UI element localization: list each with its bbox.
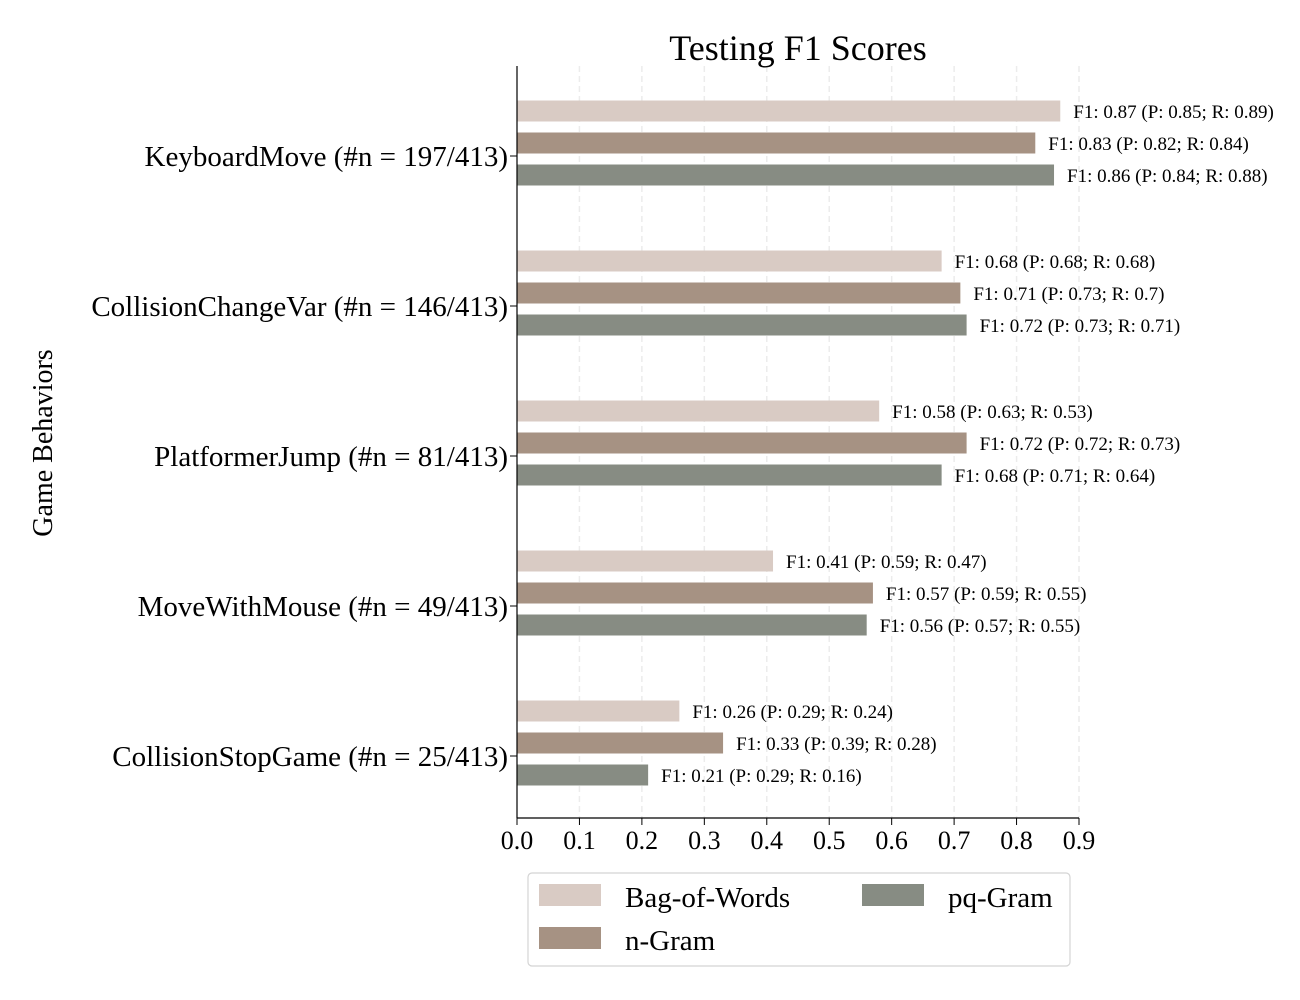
legend-swatch <box>539 884 601 906</box>
y-tick-label: MoveWithMouse (#n = 49/413) <box>138 591 508 623</box>
data-label: F1: 0.87 (P: 0.85; R: 0.89) <box>1073 102 1274 123</box>
x-tick-label: 0.6 <box>875 826 908 855</box>
bar <box>517 582 873 604</box>
y-axis-title: Game Behaviors <box>28 349 59 536</box>
bar <box>517 250 942 272</box>
data-label: F1: 0.58 (P: 0.63; R: 0.53) <box>892 402 1093 423</box>
x-tick-label: 0.4 <box>751 826 784 855</box>
x-tick-label: 0.0 <box>501 826 534 855</box>
data-label: F1: 0.72 (P: 0.72; R: 0.73) <box>980 434 1181 455</box>
legend-label: Bag-of-Words <box>625 882 790 914</box>
x-tick-label: 0.8 <box>1000 826 1033 855</box>
bar <box>517 100 1061 122</box>
data-label: F1: 0.72 (P: 0.73; R: 0.71) <box>980 316 1181 337</box>
grid-lines <box>578 66 1080 818</box>
data-label: F1: 0.26 (P: 0.29; R: 0.24) <box>692 702 893 723</box>
legend-swatch <box>539 927 601 949</box>
legend-label: pq-Gram <box>948 882 1053 914</box>
bar <box>517 764 649 786</box>
legend-swatch <box>862 884 924 906</box>
x-tick-label: 0.3 <box>688 826 721 855</box>
bar <box>517 550 774 572</box>
bar <box>517 464 942 486</box>
data-label: F1: 0.33 (P: 0.39; R: 0.28) <box>736 734 937 755</box>
data-label: F1: 0.83 (P: 0.82; R: 0.84) <box>1048 134 1249 155</box>
data-label: F1: 0.68 (P: 0.68; R: 0.68) <box>955 252 1156 273</box>
data-label: F1: 0.56 (P: 0.57; R: 0.55) <box>880 616 1081 637</box>
bar <box>517 400 880 422</box>
legend-label: n-Gram <box>625 925 716 957</box>
bar <box>517 732 724 754</box>
bar <box>517 614 867 636</box>
bar <box>517 432 967 454</box>
axes: 0.0 0.1 0.2 0.3 0.4 0.5 0.6 0.7 0.8 0.9 KeyboardMo… <box>91 66 1095 855</box>
x-tick-label: 0.2 <box>626 826 659 855</box>
legend-frame <box>527 872 1071 967</box>
bar <box>517 700 680 722</box>
x-tick-label: 0.5 <box>813 826 846 855</box>
bar <box>517 314 967 336</box>
bar <box>517 282 961 304</box>
x-tick-label: 0.1 <box>563 826 596 855</box>
data-label: F1: 0.71 (P: 0.73; R: 0.7) <box>973 284 1164 305</box>
data-label: F1: 0.57 (P: 0.59; R: 0.55) <box>886 584 1087 605</box>
data-label: F1: 0.41 (P: 0.59; R: 0.47) <box>786 552 987 573</box>
bars <box>517 100 1061 786</box>
x-tick-label: 0.7 <box>938 826 971 855</box>
bar <box>517 132 1036 154</box>
bar <box>517 164 1055 186</box>
data-label: F1: 0.86 (P: 0.84; R: 0.88) <box>1067 166 1268 187</box>
y-tick-label: CollisionStopGame (#n = 25/413) <box>112 741 508 773</box>
y-tick-label: KeyboardMove (#n = 197/413) <box>145 141 508 173</box>
data-labels: F1: 0.87 (P: 0.85; R: 0.89) F1: 0.83 (P: … <box>661 102 1274 787</box>
chart-title: Testing F1 Scores <box>669 28 926 68</box>
x-tick-label: 0.9 <box>1063 826 1096 855</box>
y-tick-label: PlatformerJump (#n = 81/413) <box>154 441 508 473</box>
legend: Bag-of-Words n-Gram pq-Gram <box>527 872 1071 967</box>
data-label: F1: 0.68 (P: 0.71; R: 0.64) <box>955 466 1156 487</box>
y-tick-label: CollisionChangeVar (#n = 146/413) <box>91 291 508 323</box>
data-label: F1: 0.21 (P: 0.29; R: 0.16) <box>661 766 862 787</box>
